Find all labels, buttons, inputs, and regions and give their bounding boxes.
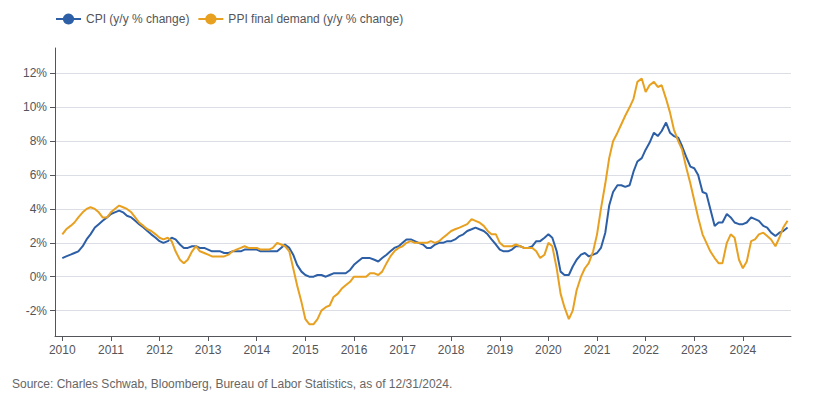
svg-text:2%: 2% <box>30 236 48 250</box>
svg-text:10%: 10% <box>23 100 47 114</box>
svg-text:2010: 2010 <box>49 343 76 357</box>
svg-text:2012: 2012 <box>146 343 173 357</box>
svg-text:2014: 2014 <box>243 343 270 357</box>
svg-text:4%: 4% <box>30 202 48 216</box>
svg-text:2023: 2023 <box>681 343 708 357</box>
svg-text:-2%: -2% <box>26 304 48 318</box>
svg-text:2020: 2020 <box>535 343 562 357</box>
svg-text:CPI (y/y % change): CPI (y/y % change) <box>86 12 189 26</box>
svg-text:2021: 2021 <box>584 343 611 357</box>
svg-text:PPI final demand (y/y % change: PPI final demand (y/y % change) <box>228 12 403 26</box>
svg-text:2015: 2015 <box>292 343 319 357</box>
svg-text:2017: 2017 <box>389 343 416 357</box>
svg-text:2013: 2013 <box>195 343 222 357</box>
svg-text:2018: 2018 <box>438 343 465 357</box>
svg-text:2016: 2016 <box>341 343 368 357</box>
svg-text:2011: 2011 <box>98 343 124 357</box>
svg-text:2024: 2024 <box>730 343 757 357</box>
svg-text:2022: 2022 <box>632 343 659 357</box>
svg-text:12%: 12% <box>23 66 47 80</box>
svg-text:Source: Charles Schwab, Bloomb: Source: Charles Schwab, Bloomberg, Burea… <box>12 377 452 391</box>
svg-text:6%: 6% <box>30 168 48 182</box>
svg-text:2019: 2019 <box>486 343 513 357</box>
svg-text:8%: 8% <box>30 134 48 148</box>
svg-text:0%: 0% <box>30 270 48 284</box>
